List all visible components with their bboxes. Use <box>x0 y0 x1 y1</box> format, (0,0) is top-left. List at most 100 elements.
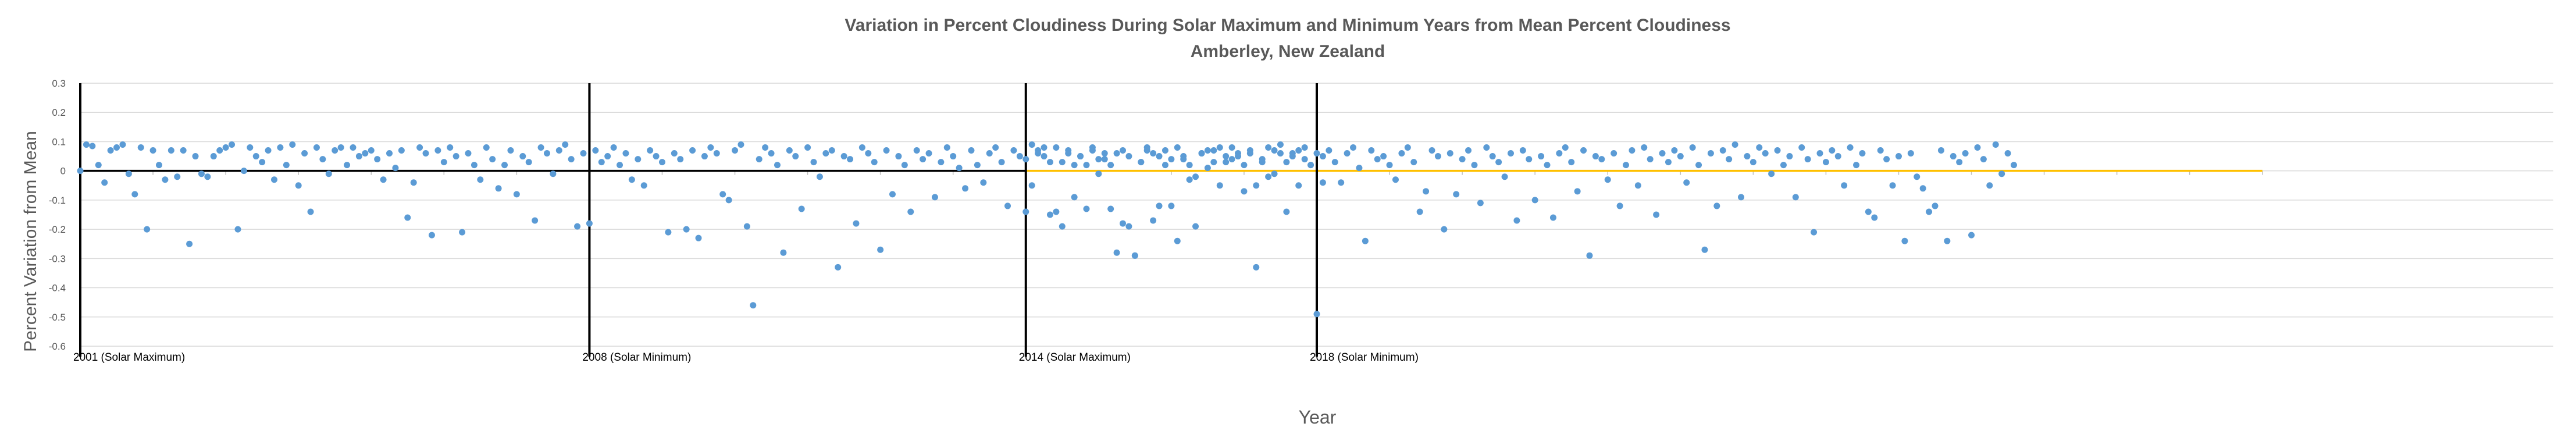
data-point <box>925 150 932 157</box>
data-point <box>483 144 490 151</box>
data-point <box>1307 162 1314 169</box>
data-point <box>265 147 272 154</box>
data-point <box>1968 232 1975 239</box>
data-point <box>943 144 950 151</box>
data-point <box>550 170 557 177</box>
data-point <box>471 162 478 169</box>
data-point <box>1453 191 1460 198</box>
data-point <box>1574 188 1581 195</box>
data-point <box>332 147 339 154</box>
data-point <box>840 153 847 160</box>
data-point <box>1865 208 1872 215</box>
data-point <box>489 156 496 163</box>
data-point <box>1083 205 1090 212</box>
data-point <box>337 144 344 151</box>
data-point <box>525 159 532 166</box>
data-point <box>398 147 405 154</box>
data-point <box>901 162 908 169</box>
data-point <box>1780 162 1787 169</box>
data-point <box>1283 159 1290 166</box>
data-point <box>610 144 617 151</box>
data-point <box>1531 197 1538 204</box>
data-point <box>586 220 593 227</box>
data-point <box>513 191 520 198</box>
data-point <box>1465 147 1472 154</box>
data-point <box>1768 170 1775 177</box>
data-point <box>1022 208 1029 215</box>
data-point <box>174 173 181 180</box>
data-point <box>447 144 454 151</box>
data-point <box>1113 150 1120 157</box>
data-point <box>1271 147 1278 154</box>
y-axis-label: Percent Variation from Mean <box>21 131 40 352</box>
data-point <box>1319 153 1326 160</box>
data-point <box>1556 150 1563 157</box>
data-point <box>307 208 314 215</box>
data-point <box>1131 252 1138 259</box>
data-point <box>743 223 750 230</box>
data-point <box>1338 179 1345 186</box>
data-point <box>1937 147 1944 154</box>
year-markers <box>79 83 1318 357</box>
data-point <box>1526 156 1533 163</box>
data-point <box>119 141 126 148</box>
data-point <box>295 182 302 189</box>
data-points <box>77 141 2017 318</box>
data-point <box>1501 173 1508 180</box>
data-point <box>1549 214 1556 221</box>
data-point <box>1246 150 1253 157</box>
data-point <box>1120 147 1127 154</box>
data-point <box>580 150 587 157</box>
data-point <box>1380 153 1387 160</box>
data-point <box>137 144 144 151</box>
data-point <box>1210 159 1217 166</box>
data-point <box>622 150 629 157</box>
data-point <box>713 150 720 157</box>
data-point <box>1653 211 1660 218</box>
data-point <box>665 229 672 236</box>
data-point <box>628 176 635 183</box>
y-tick-label: -0.3 <box>49 253 66 264</box>
data-point <box>1568 159 1575 166</box>
data-point <box>1216 144 1223 151</box>
data-point <box>1962 150 1969 157</box>
data-point <box>1344 150 1351 157</box>
data-point <box>1313 150 1320 157</box>
data-point <box>1174 144 1181 151</box>
data-point <box>1859 150 1866 157</box>
data-point <box>1046 211 1053 218</box>
data-point <box>1168 202 1175 209</box>
data-point <box>1113 249 1120 256</box>
data-point <box>1719 147 1726 154</box>
data-point <box>162 176 169 183</box>
data-point <box>1156 153 1163 160</box>
data-point <box>362 150 369 157</box>
data-point <box>131 191 138 198</box>
data-point <box>1774 147 1781 154</box>
data-point <box>107 147 114 154</box>
data-point <box>453 153 459 160</box>
data-point <box>950 153 957 160</box>
data-point <box>1592 153 1599 160</box>
data-point <box>1750 159 1756 166</box>
data-point <box>1695 162 1702 169</box>
data-point <box>1986 182 1993 189</box>
y-tick-label: -0.6 <box>49 341 66 352</box>
data-point <box>1471 162 1478 169</box>
data-point <box>1689 144 1696 151</box>
data-point <box>1495 159 1502 166</box>
data-point <box>198 170 205 177</box>
data-point <box>234 226 241 233</box>
data-point <box>1641 144 1648 151</box>
data-point <box>1804 156 1811 163</box>
data-point <box>355 153 362 160</box>
data-point <box>1974 144 1981 151</box>
data-point <box>1046 159 1053 166</box>
data-point <box>83 141 90 148</box>
data-point <box>1265 144 1272 151</box>
data-point <box>647 147 654 154</box>
data-point <box>144 226 151 233</box>
data-point <box>210 153 217 160</box>
y-tick-label: -0.1 <box>49 195 66 206</box>
y-tick-label: -0.5 <box>49 312 66 323</box>
